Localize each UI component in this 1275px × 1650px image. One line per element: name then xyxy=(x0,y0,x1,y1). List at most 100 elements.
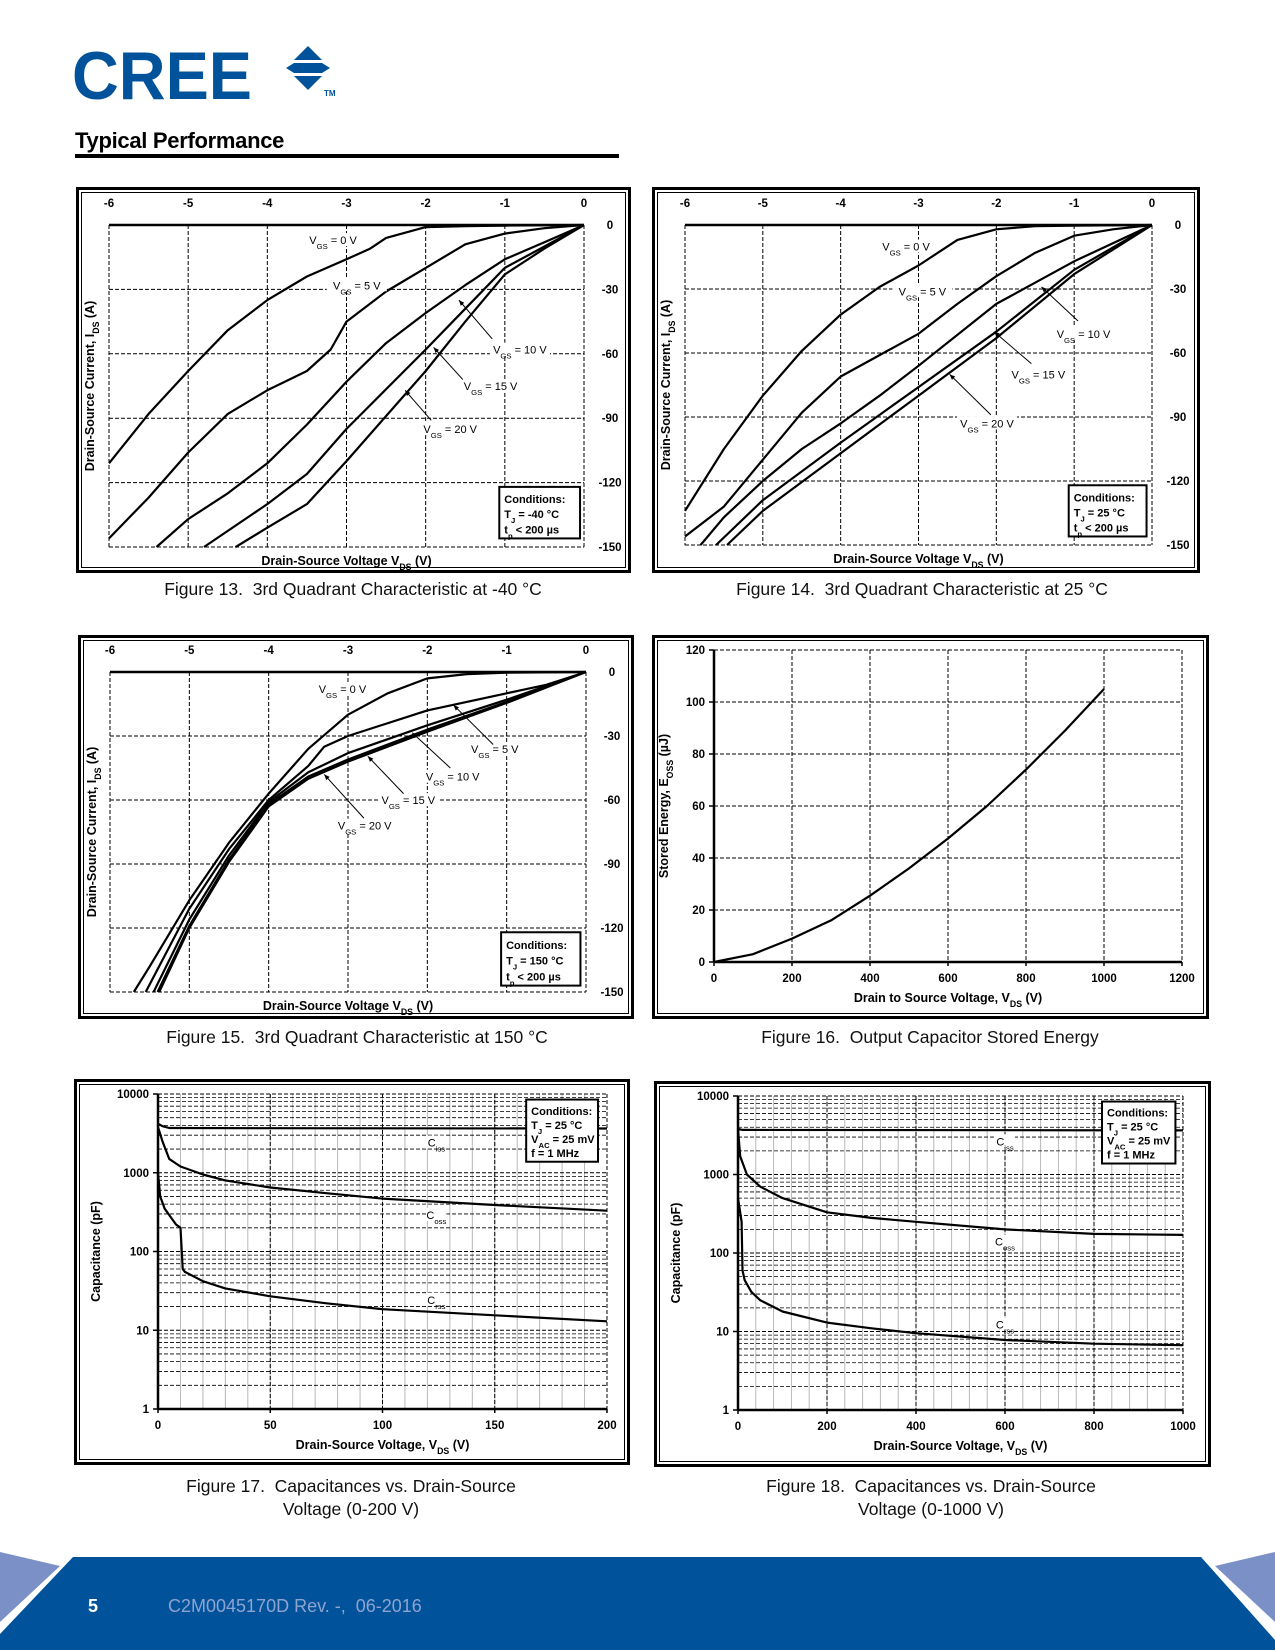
y-axis-label-subscript: DS xyxy=(93,767,103,779)
series-label-bg xyxy=(876,239,937,253)
series-label-main: C xyxy=(428,1137,436,1149)
y-tick-label: 100 xyxy=(130,1247,149,1259)
series-label-main: V xyxy=(471,744,479,756)
series-line-1 xyxy=(144,670,587,993)
series-label-bg xyxy=(312,682,373,696)
x-axis-label-subscript: DS xyxy=(437,1446,449,1456)
y-axis-label-rest: (A) xyxy=(659,300,673,321)
section-title: Typical Performance xyxy=(75,128,285,153)
arrowhead-icon xyxy=(458,300,465,306)
x-axis-label-rest: (V) xyxy=(412,554,432,568)
y-axis-label-subscript: DS xyxy=(667,320,677,332)
conditions-line-subscript: p xyxy=(508,531,513,540)
series-label-rest: = 10 V xyxy=(512,345,548,357)
conditions-line-rest: < 200 µs xyxy=(1082,522,1128,534)
y-tick-label: 10000 xyxy=(117,1089,149,1101)
series-label-subscript: GS xyxy=(317,242,328,251)
series-label-bg xyxy=(460,379,521,393)
conditions-line-main: V xyxy=(531,1134,539,1146)
logo-diamond-icon xyxy=(286,46,330,90)
y-tick-label: -60 xyxy=(602,349,619,361)
y-tick-label: 120 xyxy=(686,645,705,657)
series-label-rest: = 0 V xyxy=(328,235,358,247)
x-tick-label: 200 xyxy=(782,973,801,985)
conditions-line: VAC = 25 mV xyxy=(531,1134,595,1150)
arrowhead-icon xyxy=(453,705,460,711)
conditions-border xyxy=(500,931,582,987)
series-label-subscript: GS xyxy=(431,431,442,440)
x-tick-label: -4 xyxy=(264,645,275,657)
chart-svg: -6 -5 -4 -3 -2 -1 0 0 -30 -60 -90 -120 -150 Drain-Sou… xyxy=(659,198,1190,570)
annotation-arrow xyxy=(411,732,451,769)
series-label: VGS = 0 V xyxy=(319,684,367,700)
figure-caption: Figure 13. 3rd Quadrant Characteristic a… xyxy=(164,578,542,601)
x-axis-label: Drain-Source Voltage VDS (V) xyxy=(263,999,433,1017)
series-label-bg xyxy=(303,233,364,247)
series-label: VGS = 20 V xyxy=(423,424,477,440)
y-axis-label: Capacitance (pF) xyxy=(669,1203,683,1304)
conditions-border xyxy=(498,485,582,540)
y-axis-label-main: Stored Energy, E xyxy=(657,778,671,878)
series-label: Crss xyxy=(427,1295,445,1311)
x-axis-label-rest: (V) xyxy=(413,999,433,1013)
x-axis-label-main: Drain to Source Voltage, V xyxy=(854,991,1011,1005)
series-label-bg xyxy=(956,416,1017,430)
y-axis-label-main: Drain-Source Current, I xyxy=(83,334,97,472)
series-label-bg xyxy=(426,1207,447,1221)
conditions-line: TJ = 150 °C xyxy=(506,956,563,972)
series-label-main: V xyxy=(882,241,890,253)
conditions-line-rest: = 25 °C xyxy=(542,1120,582,1132)
series-label-main: V xyxy=(426,772,434,784)
chart-frame: -6 -5 -4 -3 -2 -1 0 0 -30 -60 -90 -120 -150 Drain-Sou… xyxy=(78,635,634,1019)
x-axis-label-rest: (V) xyxy=(1027,1439,1047,1453)
y-axis-label-main: Drain-Source Current, I xyxy=(85,780,99,918)
caption-line: Figure 17. Capacitances vs. Drain-Source xyxy=(186,1476,516,1496)
caption-line: Figure 16. Output Capacitor Stored Energ… xyxy=(761,1027,1099,1047)
x-tick-label: 0 xyxy=(155,1420,161,1432)
conditions-line-main: T xyxy=(1074,507,1081,519)
series-label-main: C xyxy=(996,1320,1004,1332)
series-label-subscript: oss xyxy=(1003,1243,1015,1252)
y-tick-label: 80 xyxy=(692,749,705,761)
series-label-rest: = 15 V xyxy=(400,795,436,807)
series-label-main: C xyxy=(996,1136,1004,1148)
chart-frame: 0 200 400 600 800 1000 1200 0 20 40 60 80 100 120 Drai… xyxy=(652,635,1209,1019)
conditions-line: f = 1 MHz xyxy=(1107,1150,1155,1162)
cree-logo: CREE TM xyxy=(72,44,336,106)
x-axis-label: Drain-Source Voltage, VDS (V) xyxy=(296,1438,470,1456)
y-tick-label: -150 xyxy=(600,987,623,999)
x-tick-label: -2 xyxy=(421,198,431,210)
conditions-line: TJ = -40 °C xyxy=(504,509,559,525)
series-label-main: V xyxy=(309,235,317,247)
series-label-subscript: iss xyxy=(436,1144,446,1153)
conditions-line: TJ = 25 °C xyxy=(1074,507,1125,523)
x-tick-label: -6 xyxy=(104,198,114,210)
conditions-line: tp < 200 µs xyxy=(506,971,561,987)
series-line-4 xyxy=(235,224,585,548)
series-label: VGS = 0 V xyxy=(882,241,930,257)
x-axis-label: Drain to Source Voltage, VDS (V) xyxy=(854,991,1042,1009)
series-label-main: C xyxy=(995,1237,1003,1249)
conditions-line-rest: = 25 °C xyxy=(1085,507,1125,519)
x-tick-label: 600 xyxy=(995,1421,1014,1433)
conditions-line-subscript: AC xyxy=(1114,1142,1126,1151)
series-label-subscript: iss xyxy=(1004,1143,1014,1152)
document-revision: C2M0045170D Rev. -, 06-2016 xyxy=(168,1596,422,1616)
conditions-line-subscript: J xyxy=(513,962,517,971)
y-tick-label: -30 xyxy=(1170,284,1187,296)
annotation-arrow xyxy=(949,373,992,416)
x-axis-label-main: Drain-Source Voltage V xyxy=(263,999,402,1013)
conditions-line-rest: = 25 mV xyxy=(550,1134,596,1146)
y-axis-label-rest: (A) xyxy=(85,747,99,768)
series-label-bg xyxy=(995,1134,1015,1148)
series-label-rest: = 20 V xyxy=(442,424,478,436)
x-tick-label: 150 xyxy=(485,1420,504,1432)
conditions-line-rest: < 200 µs xyxy=(514,971,560,983)
y-tick-label: 0 xyxy=(607,220,613,232)
caption-line: Figure 14. 3rd Quadrant Characteristic a… xyxy=(736,579,1108,599)
series-line-2 xyxy=(699,224,1153,546)
x-tick-label: -3 xyxy=(343,645,353,657)
x-tick-label: -1 xyxy=(502,645,513,657)
series-label-main: V xyxy=(493,345,501,357)
